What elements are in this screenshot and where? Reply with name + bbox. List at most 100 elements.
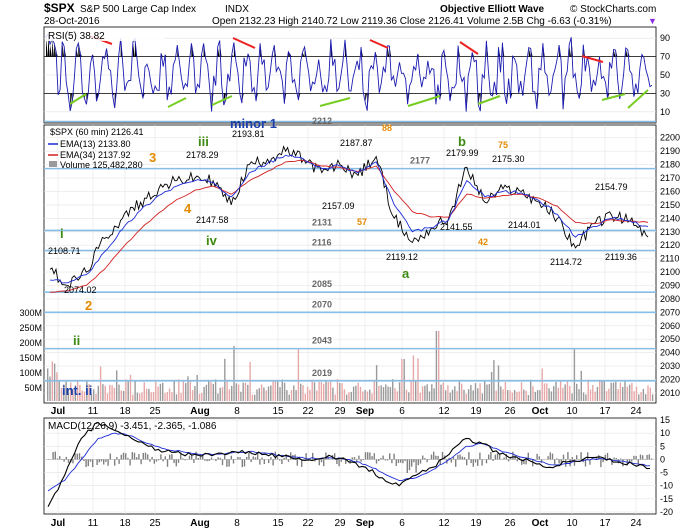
macd-histogram-bar bbox=[206, 459, 208, 462]
price-line bbox=[49, 145, 649, 289]
macd-histogram-bar bbox=[360, 459, 362, 462]
volume-bar bbox=[589, 389, 592, 401]
price-annotation: 2119.36 bbox=[605, 252, 637, 262]
macd-histogram-bar bbox=[138, 454, 140, 460]
volume-bar bbox=[484, 380, 486, 401]
macd-histogram-bar bbox=[397, 459, 400, 463]
macd-histogram-bar bbox=[320, 459, 323, 463]
volume-bar bbox=[642, 388, 645, 401]
volume-bar bbox=[152, 392, 155, 401]
ema34-line bbox=[50, 159, 649, 293]
volume-bar bbox=[325, 380, 327, 401]
volume-bar bbox=[233, 345, 235, 401]
macd-frame bbox=[43, 417, 657, 515]
wave-label-b: b bbox=[458, 134, 466, 149]
volume-bar bbox=[633, 391, 635, 401]
macd-histogram-bar bbox=[81, 456, 83, 460]
macd-histogram-bar bbox=[521, 459, 523, 465]
macd-histogram-bar bbox=[166, 459, 169, 467]
price-tick-label: 2050 bbox=[660, 334, 680, 344]
price-tick-label: 2180 bbox=[660, 160, 680, 170]
volume-bar bbox=[196, 375, 198, 401]
macd-histogram-bar bbox=[540, 459, 543, 463]
macd-histogram-bar bbox=[151, 456, 153, 460]
macd-histogram-bar bbox=[518, 457, 521, 460]
volume-bar bbox=[428, 391, 431, 401]
volume-bar bbox=[157, 386, 159, 401]
volume-bar bbox=[175, 394, 178, 401]
x-tick-label: 22 bbox=[302, 406, 314, 417]
rsi-tick-label: 70 bbox=[660, 52, 670, 62]
volume-bar bbox=[162, 382, 164, 401]
price-tick-label: 2070 bbox=[660, 307, 680, 317]
volume-bar bbox=[97, 385, 99, 401]
x-tick-label: 10 bbox=[566, 406, 578, 417]
volume-bar bbox=[201, 393, 203, 401]
volume-bar bbox=[401, 359, 403, 401]
macd-histogram-bar bbox=[613, 457, 615, 460]
volume-bar bbox=[113, 387, 116, 401]
macd-histogram-bar bbox=[263, 459, 265, 464]
macd-histogram-bar bbox=[259, 459, 261, 465]
volume-bar bbox=[214, 379, 217, 401]
price-tick-label: 2110 bbox=[660, 254, 679, 264]
volume-bar bbox=[569, 386, 571, 401]
volume-bar bbox=[516, 391, 518, 401]
volume-bar bbox=[293, 385, 295, 401]
volume-bar bbox=[527, 395, 530, 401]
macd-histogram-bar bbox=[562, 454, 565, 460]
x-tick-label: Jul bbox=[51, 518, 66, 529]
volume-bar bbox=[610, 382, 612, 401]
volume-bar bbox=[415, 381, 417, 401]
volume-bar bbox=[389, 387, 392, 401]
volume-bar bbox=[120, 390, 122, 401]
macd-histogram-bar bbox=[250, 459, 252, 463]
macd-histogram-bar bbox=[72, 459, 74, 464]
macd-histogram-bar bbox=[279, 459, 281, 461]
macd-histogram-bar bbox=[285, 454, 287, 460]
macd-panel: 15 10 5 0 -5 -10 -15 -20 MACD(12,26,9) -3.451, … bbox=[43, 415, 673, 517]
macd-histogram-bar bbox=[417, 459, 419, 466]
macd-histogram-bar bbox=[362, 459, 364, 461]
volume-bar bbox=[612, 382, 615, 401]
rsi-support-mark bbox=[627, 89, 649, 109]
volume-bar bbox=[58, 380, 60, 401]
price-tick-label: 2150 bbox=[660, 200, 680, 210]
x-tick-label: 18 bbox=[119, 406, 131, 417]
volume-bar bbox=[375, 365, 378, 401]
rsi-panel: 90 70 50 30 10 RSI(5) 38.82 bbox=[43, 26, 670, 124]
volume-bar bbox=[244, 382, 247, 401]
macd-histogram-bar bbox=[415, 459, 417, 473]
macd-histogram-bar bbox=[413, 459, 415, 463]
volume-bar bbox=[548, 388, 550, 401]
macd-histogram-bar bbox=[466, 459, 468, 466]
macd-histogram-bar bbox=[243, 459, 246, 467]
macd-histogram-bar bbox=[391, 459, 393, 464]
macd-histogram-bar bbox=[228, 459, 230, 467]
volume-bar bbox=[352, 386, 355, 401]
level-label: 2043 bbox=[312, 336, 332, 346]
volume-bar bbox=[605, 391, 608, 401]
x-tick-label: 6 bbox=[399, 518, 405, 529]
macd-histogram-bar bbox=[116, 457, 118, 460]
macd-histogram-bar bbox=[448, 457, 450, 460]
macd-histogram-bar bbox=[395, 459, 397, 466]
macd-histogram-bar bbox=[492, 459, 494, 461]
volume-bar bbox=[543, 383, 546, 401]
wave-label-int2: int. ii bbox=[62, 383, 92, 398]
macd-histogram-bar bbox=[63, 459, 65, 462]
macd-histogram-bar bbox=[186, 459, 188, 460]
volume-bar bbox=[486, 384, 488, 401]
legend-ema34: EMA(34) 2137.92 bbox=[60, 150, 131, 160]
macd-histogram-bar bbox=[180, 452, 182, 460]
macd-histogram-bar bbox=[646, 454, 648, 460]
macd-histogram-bar bbox=[74, 453, 76, 460]
volume-bar bbox=[141, 392, 143, 401]
macd-histogram-bar bbox=[287, 459, 290, 462]
macd-histogram-bar bbox=[276, 457, 279, 460]
macd-histogram-bar bbox=[118, 459, 120, 464]
volume-bar bbox=[350, 391, 352, 401]
volume-bar bbox=[125, 379, 127, 401]
macd-histogram-bar bbox=[164, 456, 166, 460]
volume-bar bbox=[405, 389, 408, 401]
